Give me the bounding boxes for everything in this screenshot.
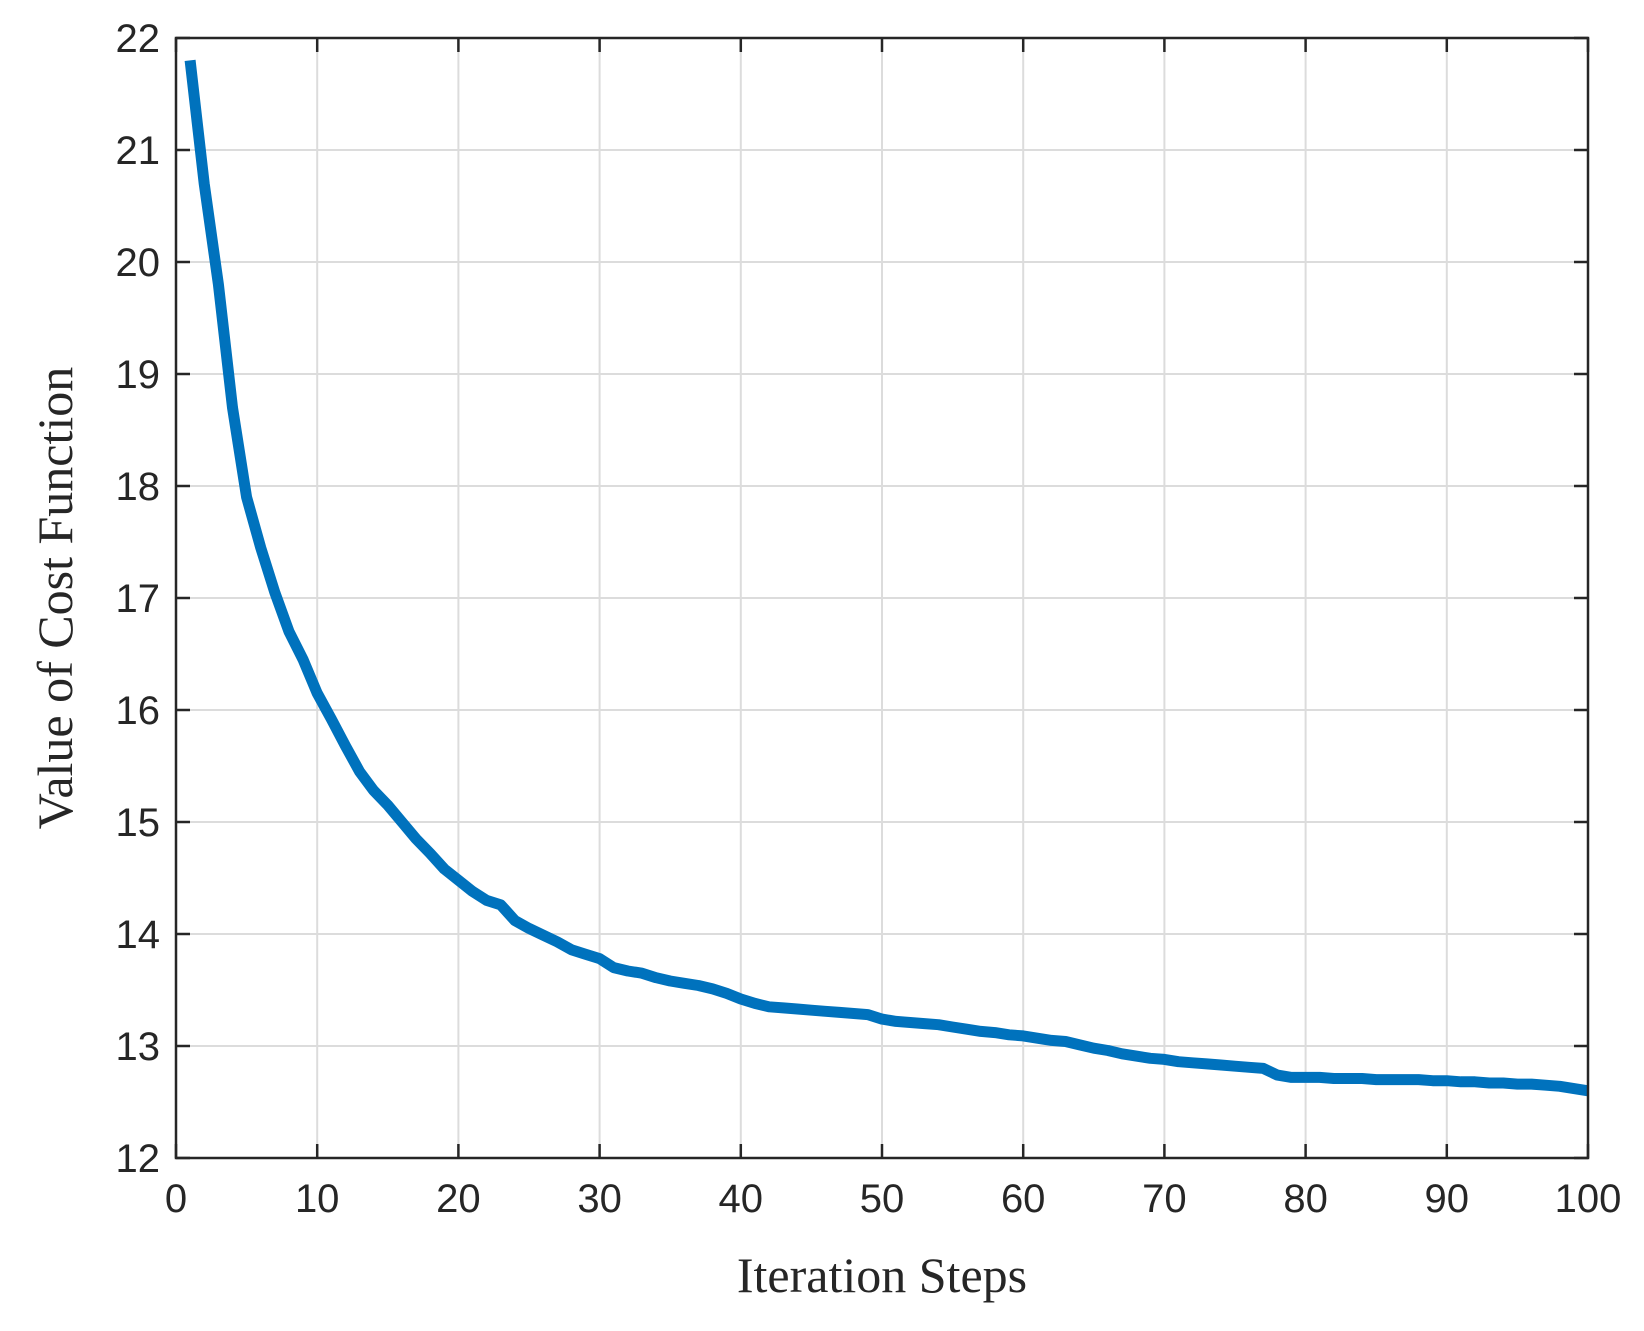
y-tick-label: 20 [116,241,161,285]
cost-function-line [184,59,1589,1097]
y-tick-label: 13 [116,1025,161,1069]
x-tick-label: 30 [577,1177,622,1221]
x-tick-label: 40 [719,1177,764,1221]
plot-area-border [174,36,1590,1160]
x-tick-label: 70 [1142,1177,1187,1221]
grid-lines [176,38,1588,1158]
y-tick-label: 16 [116,689,161,733]
y-tick-label: 17 [116,577,161,621]
x-tick-label: 50 [860,1177,905,1221]
x-tick-label: 100 [1555,1177,1622,1221]
x-tick-label: 20 [436,1177,481,1221]
x-tick-label: 90 [1425,1177,1470,1221]
x-tick-label: 80 [1283,1177,1328,1221]
y-tick-label: 14 [116,913,161,957]
y-tick-labels: 12 13 14 15 16 17 18 19 20 21 22 [116,17,161,1181]
x-tick-label: 10 [295,1177,340,1221]
y-tick-label: 12 [116,1137,161,1181]
y-tick-label: 19 [116,353,161,397]
x-tick-label: 0 [165,1177,187,1221]
y-tick-label: 18 [116,465,161,509]
y-tick-label: 15 [116,801,161,845]
x-axis-label: Iteration Steps [737,1247,1027,1303]
y-axis-label: Value of Cost Function [27,367,83,829]
x-tick-label: 60 [1001,1177,1046,1221]
x-tick-labels: 0 10 20 30 40 50 60 70 80 90 100 [165,1177,1622,1221]
y-tick-label: 21 [116,129,161,173]
series-layer [184,59,1589,1097]
y-tick-label: 22 [116,17,161,61]
